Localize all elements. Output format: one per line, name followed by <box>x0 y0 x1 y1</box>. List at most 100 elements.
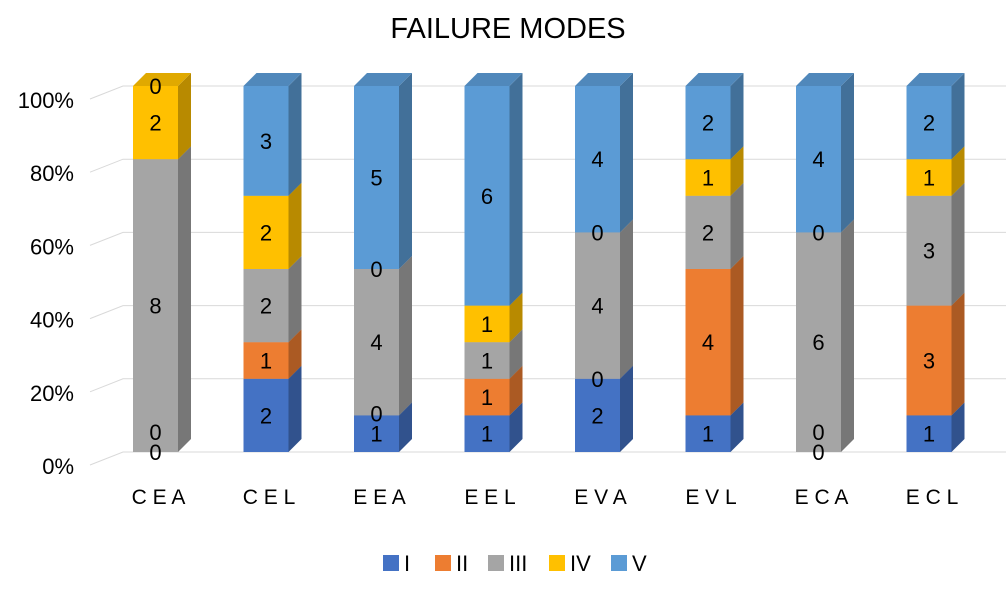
legend-label: V <box>632 551 647 576</box>
data-label: 4 <box>370 330 382 355</box>
bar-side <box>951 146 965 196</box>
bar-front <box>464 415 510 452</box>
legend-item-II: II <box>435 551 468 576</box>
data-label: 2 <box>591 403 603 428</box>
bar-front <box>354 269 399 416</box>
bar-side <box>509 402 523 452</box>
bar-front <box>906 305 952 416</box>
y-tick-label: 20% <box>30 381 74 406</box>
bar-front <box>464 378 510 416</box>
bar-front <box>575 232 620 379</box>
bar-side <box>620 365 633 452</box>
x-tick-label: E C A <box>795 486 849 509</box>
bar-side <box>509 292 523 343</box>
bar-segment-III <box>133 146 191 452</box>
bar-front <box>243 195 289 269</box>
legend-swatch <box>383 555 399 571</box>
bar-side <box>620 219 633 379</box>
bar-segment-III <box>354 256 412 416</box>
bar-side <box>399 402 412 452</box>
data-label: 2 <box>923 111 935 136</box>
bar-segment-III <box>243 256 302 343</box>
bar-side <box>288 73 302 196</box>
data-label: 1 <box>702 166 714 191</box>
bar-segment-II <box>685 256 744 416</box>
legend-swatch <box>549 555 565 571</box>
bar-side <box>288 182 302 269</box>
bar-side <box>951 292 965 416</box>
grid-line <box>89 451 1006 466</box>
bar-side <box>399 256 412 416</box>
bar-side <box>178 146 191 452</box>
data-label: 2 <box>260 220 272 245</box>
bar-segment-III <box>796 219 854 452</box>
bar-front <box>243 378 289 452</box>
data-label: 3 <box>923 349 935 374</box>
y-tick-label: 100% <box>18 88 74 113</box>
bar-front <box>906 159 952 196</box>
bar-front <box>906 415 952 452</box>
bar-side <box>951 182 965 306</box>
data-label: 1 <box>370 422 382 447</box>
bar-front <box>243 86 289 196</box>
legend-label: II <box>456 551 468 576</box>
bar-segment-I <box>243 365 302 452</box>
data-label: 0 <box>149 420 161 445</box>
data-label: 0 <box>812 220 824 245</box>
y-tick-label: 60% <box>30 234 74 259</box>
bar-side <box>620 73 633 233</box>
bar-top <box>243 73 302 86</box>
x-tick-label: E V A <box>574 486 627 509</box>
bar-top <box>354 73 412 86</box>
bar-side <box>730 402 744 452</box>
bar-side <box>509 73 523 306</box>
grid-line <box>89 158 1006 173</box>
bar-segment-V <box>575 73 633 233</box>
bar-front <box>464 305 510 343</box>
legend-swatch <box>435 555 451 571</box>
bar-side <box>951 402 965 452</box>
y-tick-label: 0% <box>42 454 74 479</box>
grid-line <box>89 85 1006 100</box>
legend-item-I: I <box>383 551 410 576</box>
bars <box>133 73 965 452</box>
bar-segment-V <box>354 73 412 269</box>
legend-item-V: V <box>611 551 647 576</box>
legend-label: III <box>509 551 527 576</box>
bar-front <box>796 232 841 452</box>
bar-segment-III <box>575 219 633 379</box>
bar-side <box>841 219 854 452</box>
x-tick-label: E E A <box>353 486 406 509</box>
bar-front <box>575 86 620 233</box>
x-tick-label: C E A <box>132 486 186 509</box>
legend-swatch <box>611 555 627 571</box>
bar-segment-II <box>906 292 965 416</box>
data-label: 0 <box>370 402 382 427</box>
legend-label: IV <box>570 551 591 576</box>
data-label: 8 <box>149 294 161 319</box>
data-label: 4 <box>591 147 603 172</box>
bar-front <box>464 342 510 379</box>
data-label: 3 <box>260 129 272 154</box>
bar-segment-V <box>464 73 523 306</box>
x-tick-label: C E L <box>243 486 296 509</box>
bar-side <box>509 329 523 379</box>
grid-line <box>89 231 1006 246</box>
data-label: 0 <box>591 367 603 392</box>
legend-label: I <box>404 551 410 576</box>
data-label: 1 <box>260 349 272 374</box>
bar-front <box>464 86 510 306</box>
bar-side <box>288 365 302 452</box>
bar-top <box>796 73 854 86</box>
data-label: 1 <box>923 422 935 447</box>
legend-item-IV: IV <box>549 551 591 576</box>
bar-front <box>575 378 620 452</box>
data-label: 1 <box>923 166 935 191</box>
bar-side <box>509 365 523 416</box>
data-label: 4 <box>591 294 603 319</box>
data-label: 0 <box>149 74 161 99</box>
bar-side <box>730 146 744 196</box>
bar-front <box>685 415 731 452</box>
